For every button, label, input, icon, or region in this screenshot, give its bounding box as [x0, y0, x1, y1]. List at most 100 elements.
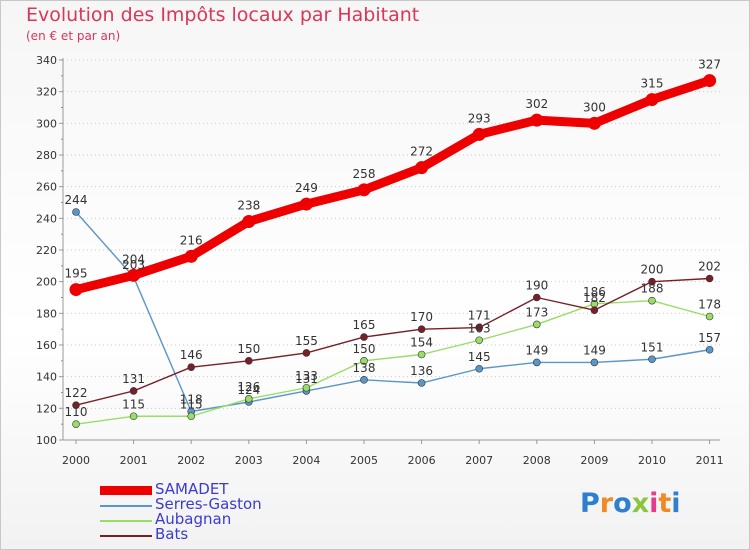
data-label: 190	[525, 279, 548, 293]
data-label: 136	[410, 364, 433, 378]
data-label: 202	[698, 260, 721, 274]
data-label: 157	[698, 331, 721, 345]
data-label: 118	[180, 393, 203, 407]
legend-swatch-bats	[100, 535, 152, 537]
data-point	[360, 376, 368, 384]
x-tick-label: 2008	[523, 454, 551, 467]
data-label: 315	[641, 77, 664, 91]
data-label: 171	[468, 309, 491, 323]
data-point	[648, 296, 656, 305]
data-label: 173	[525, 305, 548, 319]
series-line-samadet	[71, 76, 715, 295]
series-line-aubagnan	[75, 299, 711, 425]
logo-letter: r	[599, 488, 614, 519]
x-tick-label: 2001	[120, 454, 148, 467]
data-label: 124	[237, 383, 260, 397]
y-tick-label: 280	[36, 149, 57, 162]
y-tick-label: 220	[36, 244, 57, 257]
x-tick-label: 2003	[235, 454, 263, 467]
data-label: 146	[180, 348, 203, 362]
data-point	[360, 333, 368, 341]
logo-letter: P	[580, 488, 600, 519]
y-tick-label: 320	[36, 86, 57, 99]
chart-subtitle: (en € et par an)	[26, 29, 121, 43]
data-point	[705, 274, 714, 283]
data-label: 238	[237, 199, 260, 213]
data-point	[187, 363, 195, 371]
data-point	[475, 323, 484, 332]
data-point	[302, 349, 311, 357]
data-label: 122	[65, 386, 88, 400]
data-point	[242, 215, 256, 228]
data-point	[705, 345, 714, 354]
logo-letter: t	[658, 488, 672, 519]
data-label: 131	[295, 372, 318, 386]
data-label: 272	[410, 145, 433, 159]
data-point	[417, 325, 426, 333]
data-label: 131	[122, 372, 145, 386]
data-point	[590, 358, 599, 367]
data-labels: 195 204 216 238 249 258 272 293 302 300 315 327 244 2…	[65, 58, 722, 420]
data-label: 126	[237, 380, 260, 394]
y-tick-label: 180	[36, 307, 57, 320]
data-label: 165	[353, 318, 376, 332]
data-point	[417, 350, 426, 359]
data-point	[475, 336, 484, 345]
data-point	[645, 93, 659, 107]
data-label: 150	[353, 342, 376, 356]
data-point	[72, 420, 80, 428]
data-label: 203	[122, 258, 145, 272]
data-point	[648, 277, 656, 286]
data-label: 249	[295, 181, 318, 195]
data-point	[590, 306, 599, 314]
x-tick-label: 2000	[62, 454, 90, 467]
logo-letter: i	[649, 488, 659, 519]
data-label: 302	[525, 97, 548, 111]
legend-label-serres-gaston: Serres-Gaston	[155, 495, 262, 513]
data-point	[245, 357, 253, 365]
data-label: 115	[122, 397, 145, 411]
data-point	[187, 412, 195, 421]
x-tick-label: 2002	[177, 454, 205, 467]
data-label: 186	[583, 285, 606, 299]
data-label: 188	[641, 282, 664, 296]
data-point	[72, 401, 80, 409]
data-label: 149	[583, 343, 606, 357]
y-tick-label: 260	[36, 181, 57, 194]
legend-swatch-samadet	[100, 486, 152, 495]
data-point	[245, 395, 253, 403]
data-label: 204	[122, 252, 145, 266]
y-tick-label: 120	[36, 402, 57, 415]
data-label: 155	[295, 334, 318, 348]
logo-letter: o	[613, 488, 632, 519]
x-tick-label: 2011	[696, 454, 724, 467]
data-point	[417, 379, 426, 387]
grid-lines	[63, 59, 720, 441]
data-label: 182	[583, 291, 606, 305]
data-point	[587, 116, 601, 130]
data-label: 327	[698, 58, 721, 72]
chart-title: Evolution des Impôts locaux par Habitant	[26, 4, 420, 26]
data-label: 110	[65, 405, 88, 419]
data-point	[415, 161, 429, 175]
x-tick-label: 2006	[408, 454, 436, 467]
data-label: 163	[468, 321, 491, 335]
data-label: 258	[353, 167, 376, 181]
legend-swatch-aubagnan	[100, 520, 152, 522]
x-tick-label: 2005	[350, 454, 378, 467]
legend-label-samadet: SAMADET	[155, 480, 229, 498]
data-label: 133	[295, 369, 318, 383]
data-label: 293	[468, 111, 491, 125]
data-point	[530, 113, 544, 127]
y-tick-label: 340	[36, 54, 57, 67]
legend-label-aubagnan: Aubagnan	[155, 510, 232, 528]
data-label: 300	[583, 100, 606, 114]
data-label: 115	[180, 397, 203, 411]
data-label: 151	[641, 340, 664, 354]
series-line-bats	[75, 277, 711, 406]
x-tick-label: 2007	[465, 454, 493, 467]
data-point	[302, 383, 311, 392]
data-point	[703, 74, 717, 88]
y-tick-label: 100	[36, 434, 57, 447]
data-point	[532, 358, 541, 367]
